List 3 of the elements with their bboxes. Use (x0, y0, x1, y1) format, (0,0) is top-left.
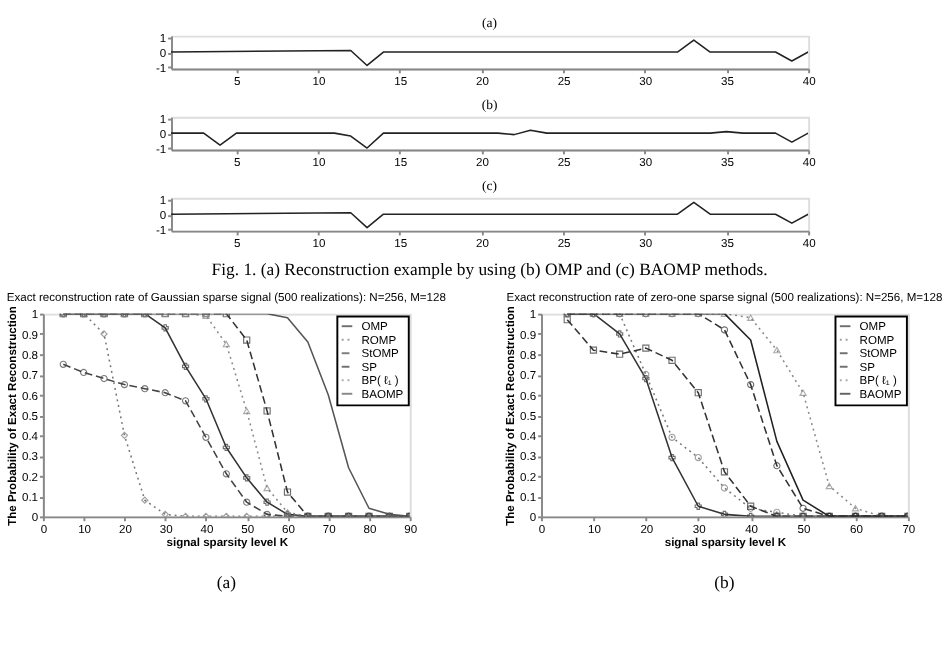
caption: Fig. 1. (a) Reconstruction example by using (b) OMP and (c) BAOMP methods. (211, 259, 768, 280)
text: (b) (714, 571, 735, 592)
text: (a) (216, 571, 237, 592)
